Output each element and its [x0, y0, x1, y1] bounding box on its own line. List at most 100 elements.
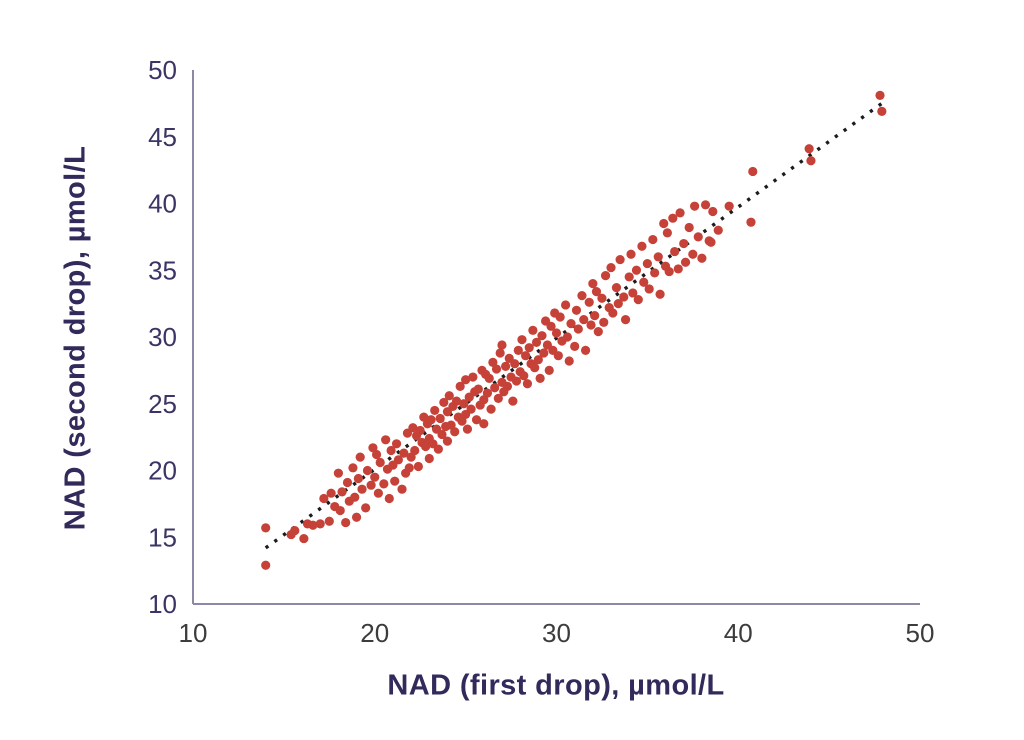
data-point [659, 218, 669, 229]
data-point [450, 427, 460, 437]
data-point [486, 404, 496, 414]
data-point [375, 457, 385, 468]
data-point [639, 277, 649, 287]
data-point [361, 503, 371, 513]
data-point [521, 351, 531, 361]
data-point [544, 365, 554, 375]
data-point [435, 413, 445, 424]
data-point [724, 201, 734, 211]
data-point [713, 225, 723, 235]
data-point [673, 264, 683, 274]
y-tick-label: 30 [148, 322, 177, 352]
data-point [442, 436, 453, 446]
data-point [473, 384, 483, 394]
data-point [653, 252, 663, 262]
data-point [424, 453, 434, 464]
data-point [497, 340, 507, 350]
data-point [555, 312, 565, 322]
data-point [613, 299, 623, 309]
data-point [413, 461, 423, 472]
y-tick-label: 45 [148, 122, 177, 152]
y-tick-label: 15 [148, 522, 177, 552]
data-point [421, 441, 431, 452]
data-point [373, 488, 383, 498]
data-point [570, 341, 580, 351]
data-point [586, 320, 596, 330]
data-point [579, 315, 589, 325]
data-point [468, 372, 478, 382]
data-point [319, 493, 329, 504]
data-point [371, 449, 382, 460]
data-point [393, 455, 403, 465]
x-tick-label: 30 [542, 618, 571, 648]
data-point [513, 345, 523, 355]
data-point [337, 487, 347, 497]
data-point [502, 381, 513, 391]
data-point [571, 305, 582, 315]
data-point [466, 404, 476, 414]
data-point [644, 284, 654, 294]
data-point [490, 383, 500, 393]
y-tick-label: 50 [148, 55, 177, 85]
data-point [366, 480, 376, 490]
y-tick-label: 20 [148, 456, 177, 486]
data-point [348, 463, 358, 473]
y-tick-label: 35 [148, 255, 177, 285]
data-point [877, 106, 887, 116]
data-point [324, 516, 334, 526]
data-point [350, 492, 360, 502]
x-tick-label: 50 [906, 618, 935, 648]
data-point [655, 289, 665, 299]
data-point [471, 415, 482, 425]
data-point [355, 452, 365, 462]
data-point [553, 351, 563, 361]
data-point [415, 425, 425, 436]
data-point [806, 156, 816, 166]
data-point [697, 253, 707, 263]
data-point [461, 375, 471, 385]
data-point [333, 468, 343, 478]
data-point [690, 201, 700, 211]
data-point [650, 268, 660, 278]
data-point [593, 327, 603, 337]
data-point [706, 237, 716, 247]
data-point [384, 493, 394, 504]
data-point [430, 405, 440, 416]
data-point [748, 166, 758, 177]
data-point [584, 297, 594, 307]
data-point [455, 381, 465, 391]
data-point [626, 249, 636, 259]
data-point [875, 90, 885, 100]
data-point [381, 435, 391, 445]
data-point [664, 266, 674, 277]
data-point [564, 356, 574, 366]
data-point [679, 238, 689, 249]
data-point [528, 325, 538, 335]
x-tick-label: 20 [360, 618, 389, 648]
data-point [362, 465, 373, 476]
data-point [642, 258, 652, 269]
data-point [399, 448, 409, 458]
data-point [510, 359, 520, 369]
data-point [326, 488, 336, 498]
data-point [573, 324, 583, 334]
y-tick-label: 25 [148, 389, 177, 419]
data-point [410, 445, 420, 456]
data-point [599, 317, 609, 327]
data-point [611, 283, 622, 293]
data-point [451, 396, 462, 406]
data-point [619, 292, 629, 302]
data-point [341, 517, 351, 528]
data-point [562, 332, 573, 342]
data-point [397, 484, 407, 494]
data-point [620, 315, 631, 325]
data-point [522, 379, 533, 389]
data-point [680, 257, 691, 267]
data-point [353, 473, 363, 484]
data-point [688, 249, 698, 259]
y-axis-title: NAD (second drop), µmol/L [59, 145, 92, 531]
x-tick-label: 10 [179, 618, 208, 648]
data-point [708, 206, 718, 217]
data-point [606, 262, 616, 273]
